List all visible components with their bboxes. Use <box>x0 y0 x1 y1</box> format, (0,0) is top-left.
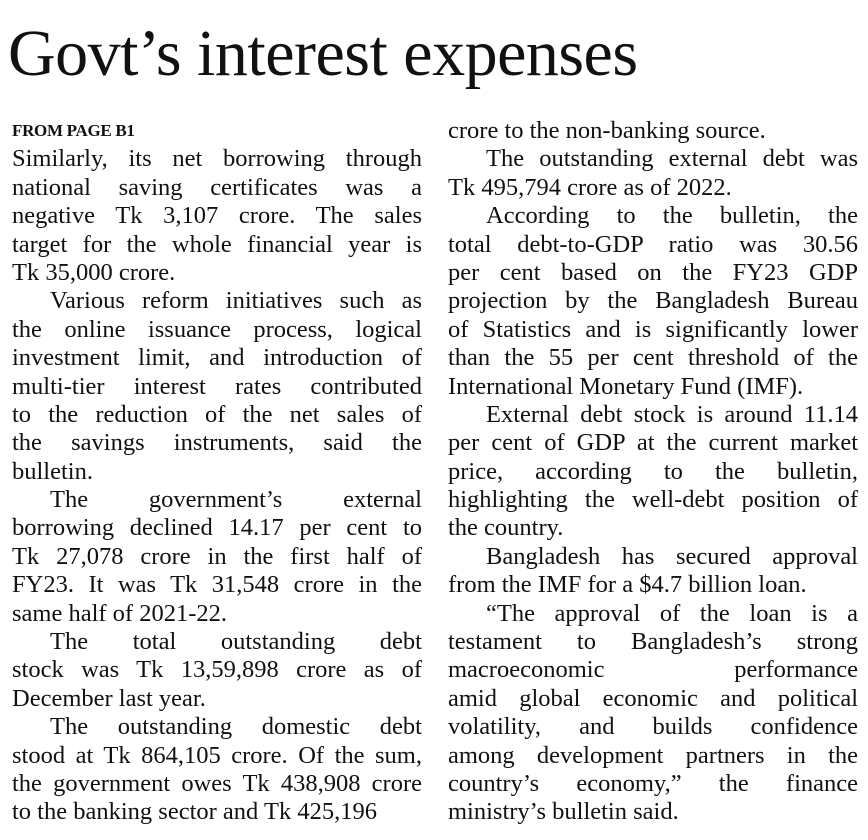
paragraph-line: per cent based on the FY23 GDP <box>448 258 858 286</box>
paragraph-line: the government owes Tk 438,908 crore <box>12 769 422 797</box>
paragraph-line: bulletin. <box>12 457 93 485</box>
paragraph-line: from the IMF for a $4.7 billion loan. <box>448 571 807 599</box>
paragraph-line: borrowing declined 14.17 per cent to <box>12 514 422 542</box>
paragraph-line: According to the bulletin, the <box>486 202 858 230</box>
paragraph-line: ministry’s bulletin said. <box>448 798 679 826</box>
paragraph-line: Tk 495,794 crore as of 2022. <box>448 173 732 201</box>
paragraph-line: FY23. It was Tk 31,548 crore in the <box>12 571 422 599</box>
paragraph-line: Similarly, its net borrowing through <box>12 145 422 173</box>
paragraph-line: stock was Tk 13,59,898 crore as of <box>12 656 422 684</box>
paragraph-line: per cent of GDP at the current market <box>448 429 858 457</box>
paragraph-line: testament to Bangladesh’s strong <box>448 628 858 656</box>
paragraph-line: Tk 27,078 crore in the first half of <box>12 542 422 570</box>
paragraph-line: Various reform initiatives such as <box>50 287 422 315</box>
paragraph-line: The outstanding domestic debt <box>50 713 422 741</box>
paragraph-line: projection by the Bangladesh Bureau <box>448 287 858 315</box>
paragraph-line: amid global economic and political <box>448 684 858 712</box>
paragraph-line: highlighting the well-debt position of <box>448 486 858 514</box>
paragraph-line: of Statistics and is significantly lower <box>448 315 858 343</box>
paragraph-line: December last year. <box>12 684 206 712</box>
paragraph-line: The outstanding external debt was <box>486 145 858 173</box>
paragraph-line: country’s economy,” the finance <box>448 769 858 797</box>
paragraph-line: investment limit, and introduction of <box>12 344 422 372</box>
paragraph-line: target for the whole financial year is <box>12 230 422 258</box>
paragraph-line: total debt-to-GDP ratio was 30.56 <box>448 230 858 258</box>
paragraph-line: International Monetary Fund (IMF). <box>448 372 804 400</box>
paragraph-line: “The approval of the loan is a <box>486 599 858 627</box>
headline: Govt’s interest expenses <box>8 17 638 90</box>
paragraph-line: the country. <box>448 514 564 542</box>
continuation-kicker: FROM PAGE B1 <box>12 121 135 140</box>
paragraph-line: crore to the non-banking source. <box>448 117 766 144</box>
paragraph-line: same half of 2021-22. <box>12 599 227 627</box>
paragraph-line: national saving certificates was a <box>12 173 422 201</box>
paragraph-line: price, according to the bulletin, <box>448 457 858 485</box>
paragraph-line: the online issuance process, logical <box>12 315 422 343</box>
paragraph-line: The government’s external <box>50 486 422 514</box>
article-column-right: crore to the non-banking source. The outs… <box>448 117 858 827</box>
paragraph-line: Tk 35,000 crore. <box>12 258 176 286</box>
paragraph-line: to the banking sector and Tk 425,196 <box>12 798 377 826</box>
paragraph-line: among development partners in the <box>448 741 858 769</box>
article-column-left: FROM PAGE B1 Similarly, its net borrowin… <box>12 117 422 827</box>
paragraph-line: Bangladesh has secured approval <box>486 542 858 570</box>
paragraph-line: External debt stock is around 11.14 <box>486 400 858 428</box>
paragraph-line: multi-tier interest rates contributed <box>12 372 422 400</box>
paragraph-line: volatility, and builds confidence <box>448 713 858 741</box>
paragraph-line: than the 55 per cent threshold of the <box>448 344 858 372</box>
paragraph-line: negative Tk 3,107 crore. The sales <box>12 202 422 230</box>
paragraph-line: to the reduction of the net sales of <box>12 400 422 428</box>
paragraph-line: stood at Tk 864,105 crore. Of the sum, <box>12 741 422 769</box>
paragraph-line: the savings instruments, said the <box>12 429 422 457</box>
paragraph-line: The total outstanding debt <box>50 628 422 656</box>
paragraph-line: macroeconomic performance <box>448 656 858 684</box>
